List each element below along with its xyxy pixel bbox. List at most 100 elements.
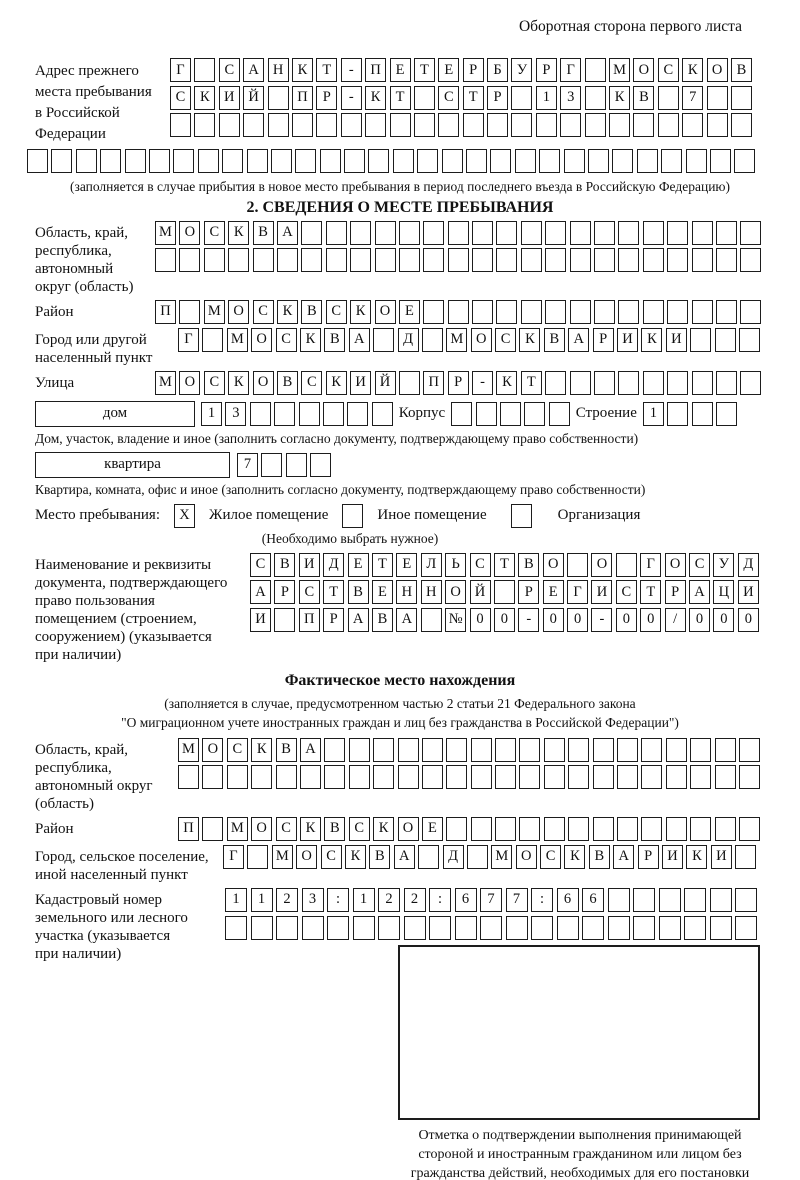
char-box[interactable]: 0 [542, 607, 564, 632]
char-box[interactable]: Л [420, 552, 442, 577]
char-box[interactable]: П [298, 607, 320, 632]
char-box[interactable] [261, 452, 283, 477]
char-box[interactable] [274, 607, 296, 632]
char-box[interactable] [715, 370, 737, 395]
char-box[interactable] [556, 915, 579, 940]
char-box[interactable]: О [179, 220, 201, 245]
char-box[interactable]: Е [389, 58, 411, 82]
char-box[interactable] [563, 148, 585, 173]
char-box[interactable] [633, 113, 655, 137]
char-box[interactable] [295, 148, 317, 173]
char-box[interactable]: К [609, 85, 631, 110]
char-box[interactable]: В [252, 220, 274, 245]
char-box[interactable]: О [251, 327, 273, 352]
char-box[interactable]: С [469, 552, 491, 577]
char-box[interactable] [738, 327, 760, 352]
char-box[interactable] [738, 765, 760, 789]
char-box[interactable] [592, 816, 614, 841]
char-box[interactable]: В [543, 327, 565, 352]
char-box[interactable]: М [271, 844, 293, 869]
char-box[interactable]: Н [396, 580, 418, 604]
char-box[interactable]: С [226, 737, 248, 762]
char-box[interactable] [519, 765, 541, 789]
char-box[interactable]: 3 [301, 887, 324, 912]
char-box[interactable]: К [299, 327, 321, 352]
char-box[interactable]: О [252, 370, 274, 395]
char-box[interactable] [403, 915, 426, 940]
char-box[interactable] [641, 737, 663, 762]
char-box[interactable] [642, 370, 664, 395]
char-box[interactable] [480, 915, 502, 940]
char-box[interactable]: И [218, 85, 240, 110]
char-box[interactable] [466, 844, 488, 869]
char-box[interactable] [447, 248, 469, 272]
char-box[interactable] [535, 113, 557, 137]
char-box[interactable]: 1 [352, 887, 375, 912]
char-box[interactable]: О [179, 370, 201, 395]
char-box[interactable]: В [369, 844, 391, 869]
char-box[interactable]: Т [371, 552, 393, 577]
char-box[interactable]: О [470, 327, 492, 352]
char-box[interactable]: М [446, 327, 468, 352]
char-box[interactable] [594, 370, 616, 395]
char-box[interactable]: 3 [225, 401, 247, 426]
char-box[interactable]: К [564, 844, 586, 869]
char-box[interactable]: Р [592, 327, 614, 352]
char-box[interactable]: 6 [582, 887, 604, 912]
char-box[interactable]: Е [371, 580, 393, 604]
char-box[interactable]: С [170, 85, 191, 110]
char-box[interactable] [615, 552, 637, 577]
char-box[interactable] [545, 299, 567, 324]
char-box[interactable]: Т [413, 58, 435, 82]
char-box[interactable] [734, 148, 756, 173]
char-box[interactable] [197, 148, 219, 173]
char-box[interactable] [543, 737, 565, 762]
char-box[interactable] [446, 816, 468, 841]
char-box[interactable] [447, 220, 469, 245]
char-box[interactable] [475, 401, 497, 426]
char-box[interactable]: В [730, 58, 752, 82]
char-box[interactable]: Р [274, 580, 296, 604]
char-box[interactable] [397, 737, 419, 762]
char-box[interactable] [691, 370, 713, 395]
char-box[interactable] [179, 299, 201, 324]
char-box[interactable] [418, 844, 440, 869]
char-box[interactable]: К [344, 844, 366, 869]
char-box[interactable] [417, 148, 439, 173]
char-box[interactable]: А [250, 580, 271, 604]
char-box[interactable] [496, 248, 518, 272]
char-box[interactable]: А [568, 327, 590, 352]
char-box[interactable] [543, 765, 565, 789]
char-box[interactable] [470, 765, 492, 789]
char-box[interactable] [568, 737, 590, 762]
char-box[interactable]: Д [737, 552, 759, 577]
char-box[interactable] [641, 816, 663, 841]
char-box[interactable]: Ь [445, 552, 467, 577]
char-box[interactable] [429, 915, 451, 940]
char-box[interactable] [252, 248, 274, 272]
char-box[interactable] [368, 148, 390, 173]
char-box[interactable]: Е [542, 580, 564, 604]
char-box[interactable]: О [445, 580, 467, 604]
char-box[interactable]: Е [396, 552, 418, 577]
char-box[interactable] [423, 220, 445, 245]
char-box[interactable] [398, 248, 420, 272]
house-box-label[interactable]: дом [35, 400, 195, 427]
char-box[interactable] [684, 915, 706, 940]
char-box[interactable] [617, 737, 639, 762]
char-box[interactable] [584, 58, 606, 82]
char-box[interactable] [545, 248, 567, 272]
char-box[interactable] [545, 370, 567, 395]
char-box[interactable] [170, 113, 191, 137]
char-box[interactable]: 0 [640, 607, 662, 632]
char-box[interactable] [270, 148, 292, 173]
checkbox-organization[interactable] [510, 503, 532, 528]
char-box[interactable]: М [155, 370, 176, 395]
char-box[interactable] [715, 248, 737, 272]
char-box[interactable]: В [324, 816, 346, 841]
char-box[interactable] [420, 607, 442, 632]
char-box[interactable] [421, 327, 443, 352]
char-box[interactable] [373, 737, 395, 762]
char-box[interactable] [658, 887, 681, 912]
char-box[interactable]: С [348, 816, 370, 841]
